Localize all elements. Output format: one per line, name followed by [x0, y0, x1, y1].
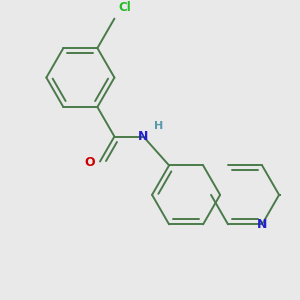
Text: N: N [257, 218, 267, 231]
Text: Cl: Cl [118, 2, 131, 14]
Text: N: N [138, 130, 148, 143]
Text: H: H [154, 121, 164, 131]
Text: O: O [84, 156, 95, 169]
